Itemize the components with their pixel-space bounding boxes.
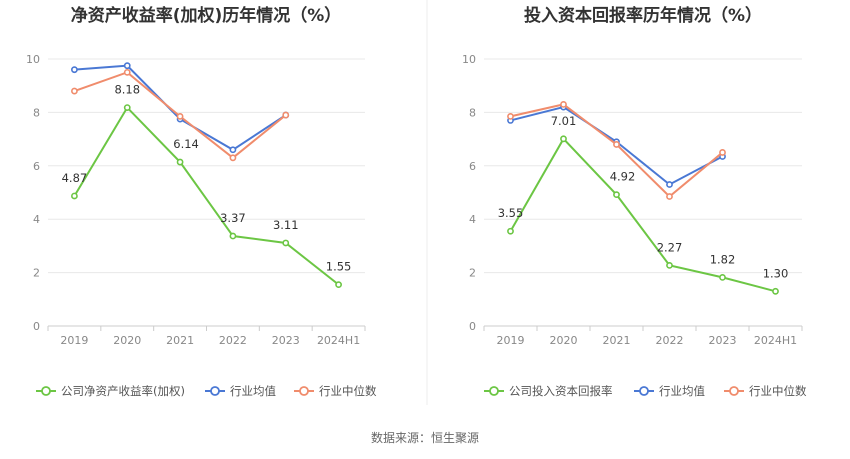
- legend-label: 行业均值: [230, 384, 276, 398]
- x-tick-label: 2024H1: [754, 334, 797, 347]
- data-label: 1.82: [710, 252, 736, 266]
- x-tick-label: 2023: [709, 334, 737, 347]
- data-point-avg: [229, 146, 237, 154]
- data-point-median: [229, 154, 237, 162]
- data-point-median: [123, 68, 131, 76]
- legend-item-company: 公司投入资本回报率: [484, 384, 613, 398]
- data-label: 7.01: [551, 114, 577, 128]
- x-tick-label: 2021: [603, 334, 631, 347]
- data-point-avg: [71, 66, 78, 74]
- chart-panel-1: 净资产收益率(加权)历年情况（%） 0 2 4 6 8 10 2019 2020 2021 2022…: [26, 5, 377, 398]
- y-tick-label: 4: [469, 213, 476, 226]
- data-point-company: [507, 227, 514, 235]
- data-point-company: [772, 287, 779, 295]
- data-label: 3.11: [273, 218, 299, 232]
- data-point-median: [666, 193, 673, 200]
- x-tick-label: 2019: [60, 334, 88, 347]
- data-point-company: [282, 239, 290, 247]
- data-label: 8.18: [114, 83, 140, 97]
- y-tick-label: 0: [33, 320, 40, 333]
- y-tick-label: 2: [469, 267, 476, 280]
- x-tick-label: 2020: [550, 334, 578, 347]
- chart-title: 净资产收益率(加权)历年情况（%）: [71, 5, 342, 26]
- legend-label: 行业均值: [659, 384, 705, 398]
- x-tick-label: 2023: [272, 334, 300, 347]
- legend-marker: [639, 386, 649, 396]
- data-label: 1.30: [763, 266, 789, 280]
- data-label: 6.14: [173, 137, 199, 151]
- data-label: 3.37: [220, 211, 246, 225]
- data-point-median: [507, 113, 514, 120]
- chart-panel-2: 投入资本回报率历年情况（%） 0 2 4 6 8 10 2019 2020 2021 2022 202…: [462, 5, 807, 398]
- legend-marker: [210, 386, 220, 396]
- data-point-company: [560, 135, 567, 143]
- data-point-median: [282, 111, 290, 119]
- y-tick-label: 4: [33, 213, 40, 226]
- chart-title: 投入资本回报率历年情况（%）: [524, 5, 762, 26]
- x-tick-label: 2019: [497, 334, 525, 347]
- legend-marker: [299, 386, 309, 396]
- x-tick-label: 2021: [166, 334, 194, 347]
- x-tick-label: 2022: [219, 334, 247, 347]
- series-line-company: [509, 137, 776, 293]
- data-point-company: [666, 261, 673, 269]
- y-tick-label: 6: [33, 160, 40, 173]
- legend-marker: [729, 386, 739, 396]
- data-point-median: [719, 149, 726, 156]
- legend-label: 行业中位数: [749, 384, 807, 398]
- data-point-company: [719, 274, 726, 281]
- data-point-median: [613, 141, 620, 148]
- legend-item-company: 公司净资产收益率(加权): [36, 384, 185, 398]
- x-tick-label: 2020: [113, 334, 141, 347]
- data-point-company: [613, 191, 620, 199]
- data-point-median: [560, 100, 567, 108]
- y-tick-label: 0: [469, 320, 476, 333]
- data-point-company: [176, 158, 184, 166]
- data-label: 1.55: [326, 260, 352, 274]
- y-tick-label: 6: [469, 160, 476, 173]
- data-point-median: [71, 87, 78, 95]
- data-point-median: [176, 113, 184, 120]
- data-source-note: 数据来源：恒生聚源: [371, 430, 479, 445]
- data-point-company: [229, 232, 237, 240]
- data-label: 4.92: [610, 170, 636, 184]
- series-line-company: [73, 105, 340, 286]
- legend-marker: [41, 386, 51, 396]
- data-label: 2.27: [657, 240, 683, 254]
- data-label: 3.55: [498, 206, 524, 220]
- x-tick-label: 2022: [656, 334, 684, 347]
- y-tick-label: 10: [26, 53, 40, 66]
- y-tick-label: 8: [33, 106, 40, 119]
- legend-label: 行业中位数: [319, 384, 377, 398]
- legend-marker: [489, 386, 499, 396]
- data-point-company: [123, 104, 131, 111]
- data-point-avg: [666, 181, 673, 188]
- legend-item-avg: 行业均值: [205, 384, 276, 398]
- data-point-company: [71, 192, 78, 200]
- legend-label: 公司投入资本回报率: [509, 384, 613, 398]
- data-point-avg: [123, 62, 131, 70]
- legend-label: 公司净资产收益率(加权): [61, 384, 185, 398]
- y-tick-label: 8: [469, 106, 476, 119]
- data-label: 4.87: [62, 171, 88, 185]
- legend-item-avg: 行业均值: [634, 384, 705, 398]
- legend-item-median: 行业中位数: [724, 384, 807, 398]
- x-tick-label: 2024H1: [317, 334, 360, 347]
- y-tick-label: 2: [33, 267, 40, 280]
- legend-item-median: 行业中位数: [294, 384, 377, 398]
- y-tick-label: 10: [462, 53, 476, 66]
- data-point-company: [335, 281, 342, 289]
